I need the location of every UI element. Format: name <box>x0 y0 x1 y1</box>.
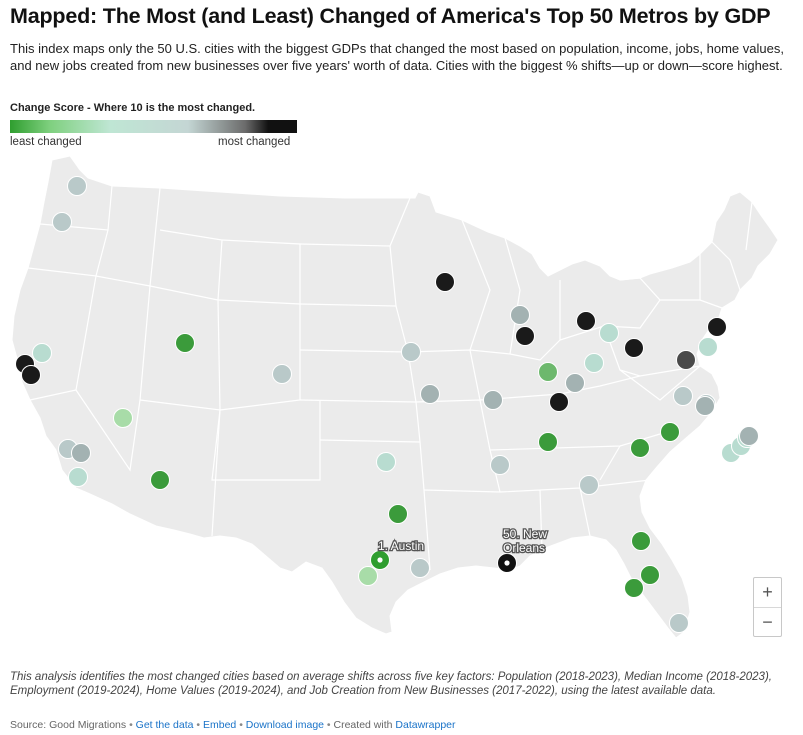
created-with-text: Created with <box>333 719 393 731</box>
city-marker[interactable] <box>401 342 421 362</box>
city-marker[interactable] <box>538 362 558 382</box>
us-landmass <box>11 155 779 639</box>
city-marker[interactable] <box>21 365 41 385</box>
city-marker[interactable] <box>630 438 650 458</box>
get-data-link[interactable]: Get the data <box>135 719 194 731</box>
city-marker[interactable] <box>515 326 535 346</box>
city-marker-center-dot <box>377 557 383 563</box>
city-marker[interactable] <box>410 558 430 578</box>
city-marker[interactable] <box>272 364 292 384</box>
city-marker[interactable] <box>549 392 569 412</box>
city-marker[interactable] <box>388 504 408 524</box>
source-line: Source: Good Migrations • Get the data •… <box>10 719 456 731</box>
legend-low-label: least changed <box>10 136 82 148</box>
legend-gradient-bar <box>10 120 297 133</box>
city-marker[interactable] <box>669 613 689 633</box>
city-marker[interactable] <box>538 432 558 452</box>
embed-link[interactable]: Embed <box>202 719 237 731</box>
city-marker[interactable] <box>113 408 133 428</box>
city-marker[interactable] <box>435 272 455 292</box>
legend-high-label: most changed <box>218 136 291 148</box>
city-marker[interactable] <box>576 311 596 331</box>
city-label-new-orleans-line2: Orleans <box>503 541 545 555</box>
footnote: This analysis identifies the most change… <box>10 671 772 697</box>
city-marker[interactable] <box>698 337 718 357</box>
city-marker[interactable] <box>68 467 88 487</box>
city-marker[interactable] <box>695 396 715 416</box>
svg-text:50. New Orleans: 50. New Orleans <box>503 527 550 555</box>
city-markers <box>15 176 759 633</box>
city-marker[interactable] <box>67 176 87 196</box>
city-marker[interactable] <box>624 578 644 598</box>
city-marker[interactable] <box>707 317 727 337</box>
city-marker[interactable] <box>52 212 72 232</box>
city-marker[interactable] <box>565 373 585 393</box>
city-marker[interactable] <box>420 384 440 404</box>
city-marker[interactable] <box>376 452 396 472</box>
city-marker[interactable] <box>631 531 651 551</box>
city-marker[interactable] <box>599 323 619 343</box>
city-marker[interactable] <box>490 455 510 475</box>
datawrapper-link[interactable]: Datawrapper <box>395 719 456 731</box>
city-marker[interactable] <box>483 390 503 410</box>
legend-title: Change Score - Where 10 is the most chan… <box>10 102 256 114</box>
chart-description: This index maps only the 50 U.S. cities … <box>10 41 784 73</box>
city-marker[interactable] <box>150 470 170 490</box>
source-text: Source: Good Migrations <box>10 719 127 731</box>
city-marker[interactable] <box>640 565 660 585</box>
city-marker[interactable] <box>358 566 378 586</box>
city-label-austin-text: 1. Austin <box>378 539 424 553</box>
city-marker[interactable] <box>579 475 599 495</box>
zoom-out-button[interactable]: − <box>762 612 773 632</box>
city-marker-center-dot <box>504 560 510 566</box>
chart-title: Mapped: The Most (and Least) Changed of … <box>10 4 771 28</box>
city-marker[interactable] <box>660 422 680 442</box>
city-marker[interactable] <box>739 426 759 446</box>
city-marker[interactable] <box>510 305 530 325</box>
city-label-new-orleans: 50. New Orleans <box>502 526 550 557</box>
us-map[interactable]: 1. Austin 50. New Orleans <box>0 150 803 665</box>
city-label-austin: 1. Austin <box>377 538 426 555</box>
city-marker[interactable] <box>32 343 52 363</box>
city-marker[interactable] <box>175 333 195 353</box>
zoom-in-button[interactable]: + <box>762 582 773 602</box>
download-image-link[interactable]: Download image <box>245 719 324 731</box>
zoom-controls: + − <box>753 577 782 637</box>
city-marker[interactable] <box>624 338 644 358</box>
zoom-divider <box>754 607 781 608</box>
city-label-new-orleans-line1: 50. New <box>503 527 547 541</box>
city-marker[interactable] <box>71 443 91 463</box>
city-marker[interactable] <box>676 350 696 370</box>
city-marker[interactable] <box>673 386 693 406</box>
city-marker[interactable] <box>584 353 604 373</box>
